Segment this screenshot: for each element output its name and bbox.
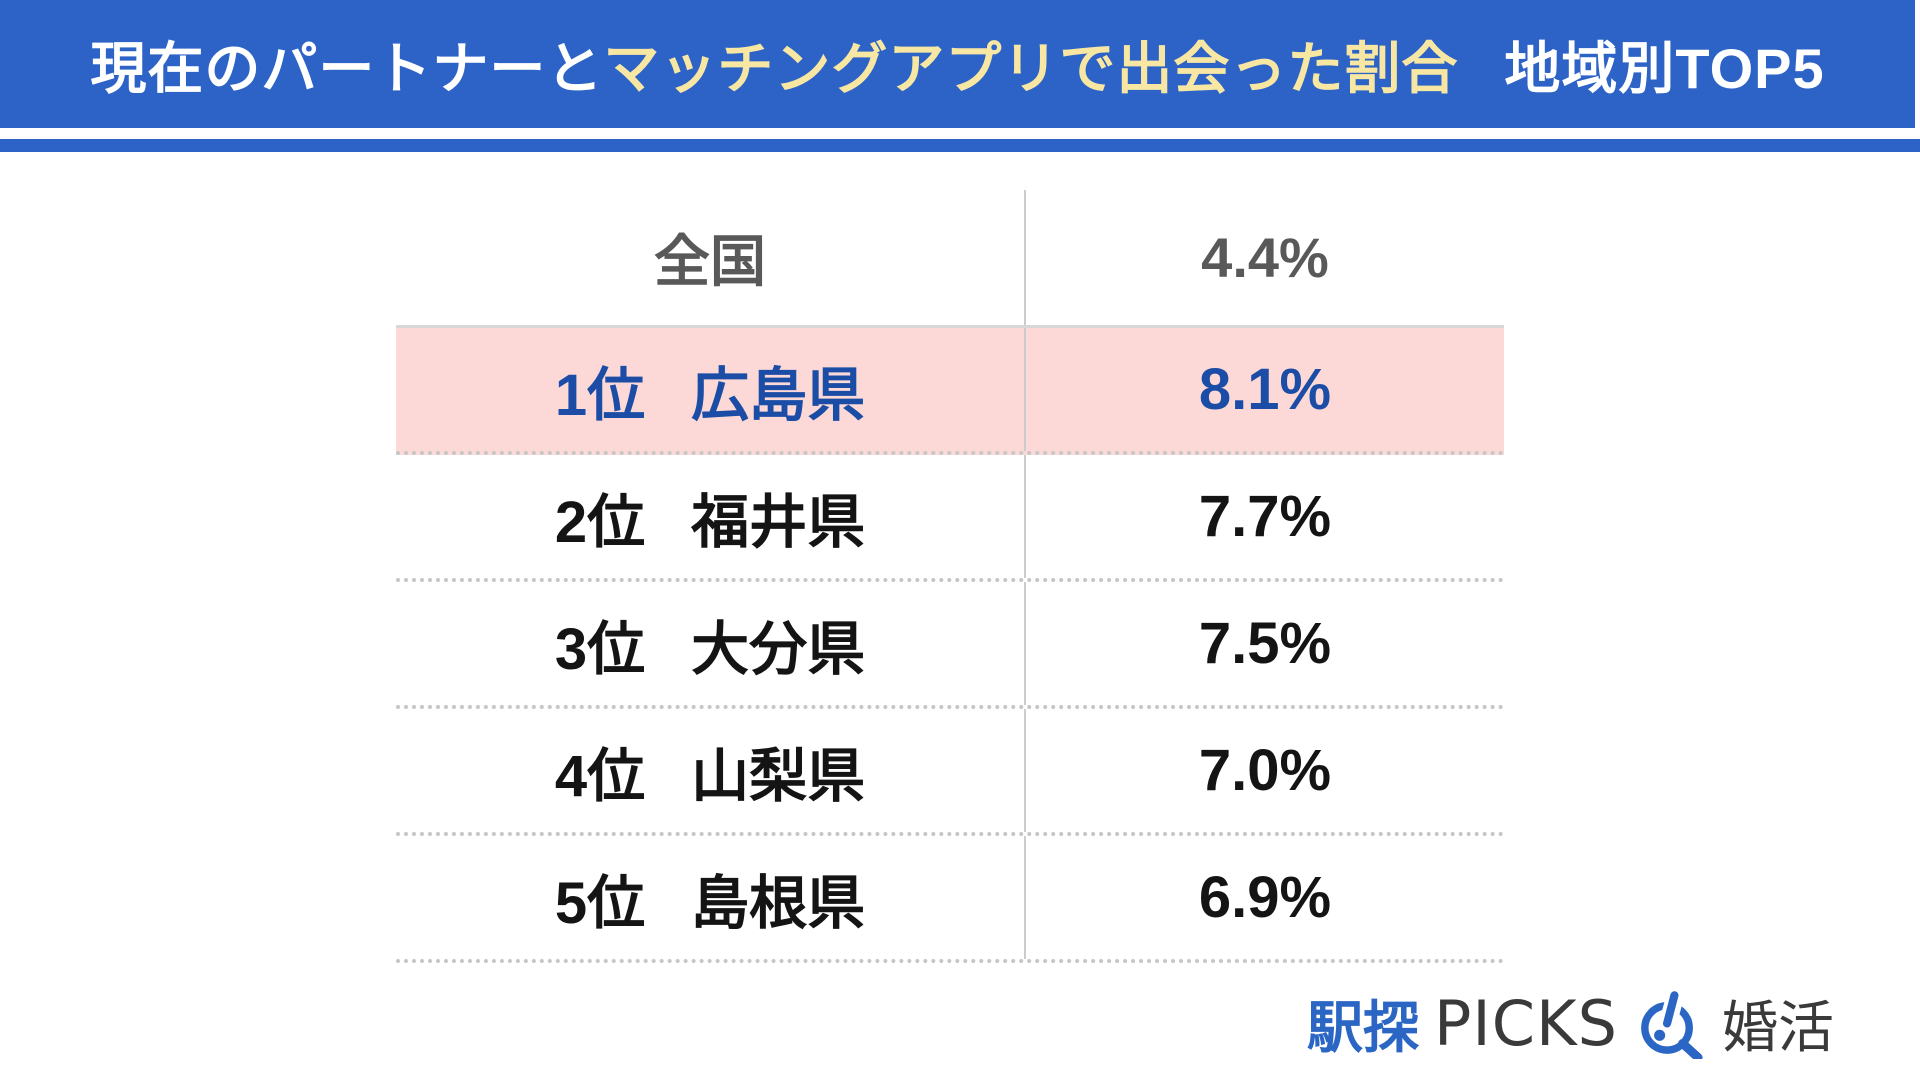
rank-label: 3位	[554, 616, 646, 682]
title-part1: 現在のパートナーと	[90, 36, 604, 100]
rank-cell: 3位 大分県	[396, 582, 1024, 705]
value-cell: 7.7%	[1024, 455, 1504, 578]
percentage-value: 7.5%	[1198, 611, 1332, 676]
rank-label: 5位	[554, 870, 646, 936]
national-row: 全国 4.4%	[396, 190, 1504, 328]
header-underline-stripe	[0, 139, 1920, 152]
national-value-cell: 4.4%	[1024, 190, 1504, 325]
rank-label: 4位	[554, 743, 646, 809]
prefecture-name: 山梨県	[691, 743, 866, 809]
national-label-cell: 全国	[396, 190, 1024, 325]
table-row: 5位 島根県 6.9%	[396, 836, 1504, 963]
table-row: 3位 大分県 7.5%	[396, 582, 1504, 709]
prefecture-name: 大分県	[691, 616, 866, 682]
logo-ekitan-text: 駅探	[1307, 996, 1420, 1059]
header-banner: 現在のパートナーとマッチングアプリで出会った割合 地域別TOP5	[0, 0, 1915, 128]
magnifier-exclamation-icon	[1633, 984, 1707, 1061]
logo-konkatsu-text: 婚活	[1722, 996, 1834, 1059]
percentage-value: 7.7%	[1198, 484, 1332, 549]
national-percentage: 4.4%	[1201, 226, 1329, 289]
page-title: 現在のパートナーとマッチングアプリで出会った割合 地域別TOP5	[90, 24, 1824, 105]
rank-cell: 1位 広島県	[396, 328, 1024, 451]
value-cell: 7.0%	[1024, 709, 1504, 832]
national-label: 全国	[654, 230, 766, 293]
table-row: 1位 広島県 8.1%	[396, 328, 1504, 455]
percentage-value: 6.9%	[1198, 865, 1332, 930]
value-cell: 6.9%	[1024, 836, 1504, 959]
ranking-table: 全国 4.4% 1位 広島県 8.1% 2位 福井県 7.7%	[396, 190, 1504, 963]
table-row: 4位 山梨県 7.0%	[396, 709, 1504, 836]
percentage-value: 7.0%	[1198, 738, 1332, 803]
table-row: 2位 福井県 7.7%	[396, 455, 1504, 582]
title-highlight: マッチングアプリで出会った割合	[603, 36, 1459, 100]
rank-cell: 2位 福井県	[396, 455, 1024, 578]
prefecture-name: 島根県	[691, 870, 866, 936]
value-cell: 7.5%	[1024, 582, 1504, 705]
rank-cell: 4位 山梨県	[396, 709, 1024, 832]
title-part2: 地域別TOP5	[1504, 36, 1825, 100]
prefecture-name: 広島県	[691, 362, 866, 428]
value-cell: 8.1%	[1024, 328, 1504, 451]
rank-label: 1位	[554, 362, 646, 428]
logo-picks-text: PICKS	[1434, 987, 1618, 1060]
rank-cell: 5位 島根県	[396, 836, 1024, 959]
percentage-value: 8.1%	[1198, 357, 1332, 422]
rank-label: 2位	[554, 489, 646, 555]
prefecture-name: 福井県	[691, 489, 866, 555]
brand-logo: 駅探 PICKS 婚活	[1307, 983, 1834, 1064]
